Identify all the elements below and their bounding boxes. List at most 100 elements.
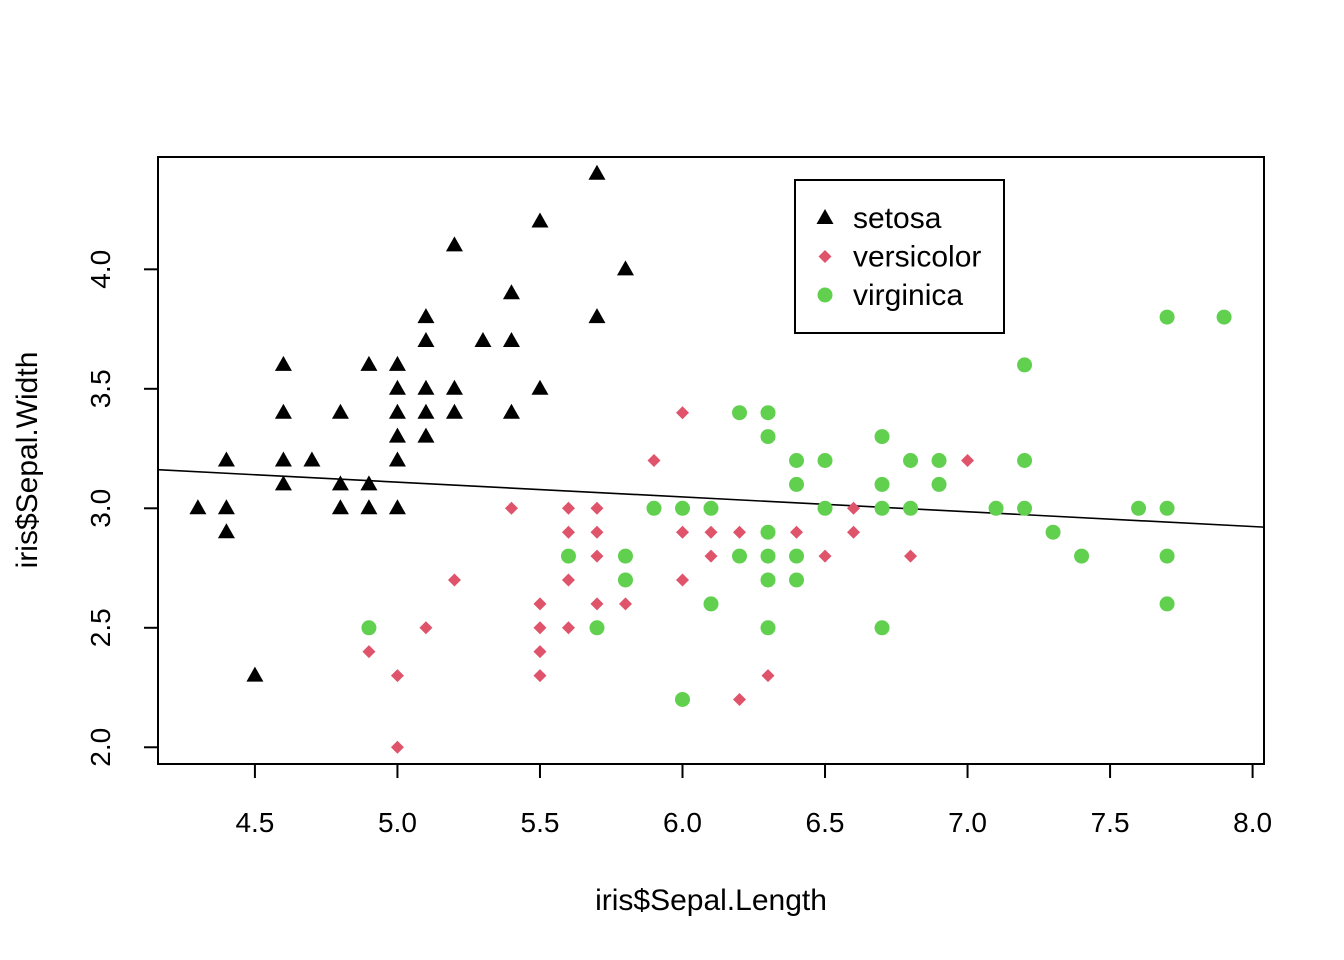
versicolor-point bbox=[590, 525, 604, 539]
setosa-point bbox=[502, 332, 520, 348]
versicolor-point bbox=[561, 573, 575, 587]
setosa-point bbox=[388, 379, 406, 395]
virginica-point bbox=[874, 620, 890, 636]
x-tick-label: 8.0 bbox=[1233, 807, 1272, 838]
virginica-point bbox=[760, 548, 776, 564]
x-tick-label: 4.5 bbox=[235, 807, 274, 838]
setosa-point bbox=[360, 475, 378, 491]
virginica-point bbox=[760, 405, 776, 421]
virginica-point bbox=[988, 500, 1004, 516]
versicolor-point bbox=[362, 645, 376, 659]
y-tick-label: 3.0 bbox=[85, 489, 116, 528]
virginica-point bbox=[1017, 500, 1033, 516]
setosa-point bbox=[445, 403, 463, 419]
setosa-point bbox=[445, 379, 463, 395]
setosa-point bbox=[588, 164, 606, 180]
virginica-point bbox=[646, 500, 662, 516]
virginica-point bbox=[732, 405, 748, 421]
versicolor-point bbox=[675, 525, 689, 539]
setosa-point bbox=[445, 236, 463, 252]
versicolor-point bbox=[419, 621, 433, 635]
versicolor-point bbox=[761, 669, 775, 683]
versicolor-point bbox=[390, 740, 404, 754]
virginica-point bbox=[703, 500, 719, 516]
setosa-point bbox=[303, 451, 321, 467]
setosa-point bbox=[217, 451, 235, 467]
virginica-point bbox=[931, 453, 947, 468]
x-tick-label: 6.0 bbox=[663, 807, 702, 838]
virginica-point bbox=[789, 572, 805, 588]
setosa-point bbox=[360, 355, 378, 371]
legend-versicolor-label: versicolor bbox=[853, 241, 981, 274]
setosa-point bbox=[531, 212, 549, 228]
virginica-point bbox=[874, 500, 890, 516]
virginica-point bbox=[674, 691, 690, 707]
versicolor-point bbox=[904, 549, 918, 563]
setosa-point bbox=[331, 403, 349, 419]
legend-setosa-label: setosa bbox=[853, 202, 942, 235]
versicolor-point bbox=[647, 454, 661, 467]
versicolor-point bbox=[533, 669, 547, 683]
virginica-point bbox=[1045, 524, 1061, 540]
setosa-point bbox=[417, 427, 435, 443]
setosa-point bbox=[417, 332, 435, 348]
x-tick-label: 6.5 bbox=[806, 807, 845, 838]
versicolor-point bbox=[961, 454, 975, 467]
x-tick-label: 5.0 bbox=[378, 807, 417, 838]
virginica-point bbox=[760, 620, 776, 636]
setosa-point bbox=[360, 499, 378, 515]
setosa-point bbox=[616, 260, 634, 276]
virginica-point bbox=[1159, 548, 1175, 564]
setosa-point bbox=[274, 403, 292, 419]
virginica-point bbox=[1159, 309, 1175, 325]
virginica-point bbox=[1017, 357, 1033, 373]
virginica-point bbox=[789, 548, 805, 564]
versicolor-point bbox=[790, 525, 804, 539]
setosa-point bbox=[531, 379, 549, 395]
versicolor-point bbox=[704, 525, 718, 539]
setosa-point bbox=[417, 308, 435, 324]
versicolor-point bbox=[590, 501, 604, 515]
versicolor-point bbox=[818, 549, 832, 563]
setosa-point bbox=[274, 475, 292, 491]
legend-versicolor-symbol bbox=[818, 250, 832, 263]
y-tick-label: 3.5 bbox=[85, 369, 116, 408]
virginica-point bbox=[589, 620, 605, 636]
x-tick-label: 7.5 bbox=[1091, 807, 1130, 838]
virginica-point bbox=[361, 620, 377, 636]
versicolor-point bbox=[561, 621, 575, 635]
setosa-point bbox=[189, 499, 207, 515]
y-axis: 2.0 2.5 3.0 3.5 4.0 bbox=[85, 250, 159, 767]
virginica-point bbox=[789, 476, 805, 492]
virginica-point bbox=[617, 572, 633, 588]
virginica-point bbox=[817, 453, 833, 468]
setosa-point bbox=[246, 666, 264, 682]
x-axis-title: iris$Sepal.Length bbox=[595, 884, 827, 917]
versicolor-point bbox=[533, 597, 547, 611]
virginica-point bbox=[874, 429, 890, 445]
versicolor-point bbox=[504, 501, 518, 515]
setosa-point bbox=[217, 523, 235, 539]
versicolor-point bbox=[533, 621, 547, 635]
versicolor-point bbox=[447, 573, 461, 587]
legend-virginica-symbol bbox=[817, 287, 833, 303]
setosa-point bbox=[502, 284, 520, 300]
virginica-point bbox=[931, 476, 947, 492]
versicolor-point bbox=[618, 597, 632, 611]
versicolor-point bbox=[733, 525, 747, 539]
y-tick-label: 4.0 bbox=[85, 250, 116, 289]
versicolor-point bbox=[590, 549, 604, 563]
virginica-point bbox=[1159, 500, 1175, 516]
x-axis: 4.5 5.0 5.5 6.0 6.5 7.0 7.5 8.0 bbox=[235, 763, 1272, 838]
versicolor-point bbox=[847, 525, 861, 539]
legend-setosa-symbol bbox=[816, 209, 834, 224]
virginica-point bbox=[1131, 500, 1147, 516]
legend-virginica-label: virginica bbox=[853, 279, 963, 312]
virginica-point bbox=[1074, 548, 1090, 564]
setosa-point bbox=[588, 308, 606, 324]
setosa-point bbox=[274, 451, 292, 467]
setosa-point bbox=[502, 403, 520, 419]
virginica-point bbox=[903, 500, 919, 516]
setosa-point bbox=[388, 403, 406, 419]
